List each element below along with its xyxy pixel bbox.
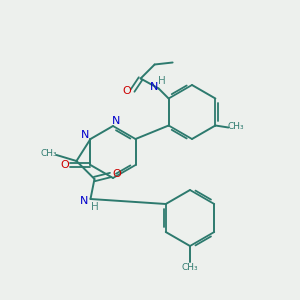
Text: H: H <box>158 76 166 86</box>
Text: O: O <box>122 86 131 97</box>
Text: O: O <box>60 160 69 170</box>
Text: N: N <box>80 196 89 206</box>
Text: N: N <box>81 130 90 140</box>
Text: N: N <box>149 82 158 92</box>
Text: H: H <box>91 202 98 212</box>
Text: CH₃: CH₃ <box>182 263 198 272</box>
Text: O: O <box>112 169 121 179</box>
Text: CH₃: CH₃ <box>40 149 57 158</box>
Text: N: N <box>112 116 120 126</box>
Text: CH₃: CH₃ <box>227 122 244 131</box>
